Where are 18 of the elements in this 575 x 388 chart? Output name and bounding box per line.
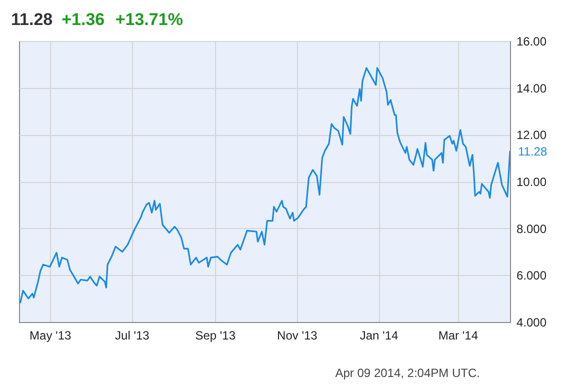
- annotation: 11.28: [518, 144, 548, 159]
- y-tick-label: 10.00: [516, 175, 547, 189]
- y-tick-label: 12.00: [516, 128, 547, 142]
- y-tick-label: 6.000: [516, 268, 547, 283]
- x-tick-label: Mar '14: [438, 328, 478, 342]
- x-tick-label: Sep '13: [195, 328, 236, 342]
- y-tick-label: 16.00: [516, 34, 547, 48]
- line-series: [20, 67, 510, 304]
- text: Apr 09 2014, 2:04PM UTC.: [335, 366, 480, 380]
- chart-title: 11.28: [11, 10, 53, 29]
- y-tick-label: 8.000: [516, 222, 547, 236]
- y-tick-label: 4.000: [516, 316, 547, 330]
- chart-subtitle: +1.36 +13.71%: [62, 10, 183, 29]
- x-tick-label: Jul '13: [115, 328, 150, 342]
- x-tick-label: May '13: [30, 328, 72, 342]
- y-tick-label: 14.00: [516, 81, 547, 96]
- x-tick-label: Jan '14: [360, 328, 399, 342]
- x-tick-label: Nov '13: [277, 328, 318, 342]
